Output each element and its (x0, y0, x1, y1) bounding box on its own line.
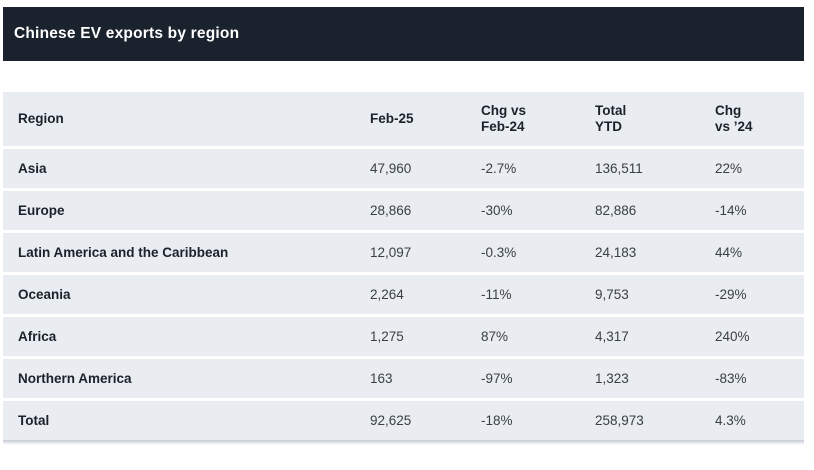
cell-chg-vs-feb24: -2.7% (481, 149, 595, 191)
table-row: Latin America and the Caribbean 12,097 -… (3, 233, 804, 275)
table-row: Oceania 2,264 -11% 9,753 -29% (3, 275, 804, 317)
cell-chg-vs-24: 4.3% (715, 401, 804, 441)
column-header-total-ytd: Total YTD (595, 92, 715, 149)
cell-chg-vs-feb24: -11% (481, 275, 595, 317)
cell-total-ytd: 136,511 (595, 149, 715, 191)
column-header-label: Total (595, 103, 627, 119)
cell-total-ytd: 258,973 (595, 401, 715, 441)
column-header-label: Chg vs (481, 103, 527, 119)
cell-region: Northern America (3, 359, 370, 401)
cell-chg-vs-feb24: -97% (481, 359, 595, 401)
table-bottom-shadow (3, 441, 804, 445)
cell-total-ytd: 9,753 (595, 275, 715, 317)
cell-feb25: 1,275 (370, 317, 481, 359)
ev-exports-table: Region Feb-25 Chg vs Feb-24 Total YTD Chg v… (3, 92, 804, 441)
table-row: Asia 47,960 -2.7% 136,511 22% (3, 149, 804, 191)
cell-chg-vs-24: 22% (715, 149, 804, 191)
cell-chg-vs-feb24: 87% (481, 317, 595, 359)
table-header-row: Region Feb-25 Chg vs Feb-24 Total YTD Chg v… (3, 92, 804, 149)
column-header-chg-vs-24: Chg vs ’24 (715, 92, 804, 149)
cell-chg-vs-feb24: -18% (481, 401, 595, 441)
cell-region: Latin America and the Caribbean (3, 233, 370, 275)
cell-chg-vs-24: 240% (715, 317, 804, 359)
cell-feb25: 2,264 (370, 275, 481, 317)
cell-chg-vs-feb24: -30% (481, 191, 595, 233)
report-title: Chinese EV exports by region (14, 25, 240, 42)
cell-feb25: 12,097 (370, 233, 481, 275)
table-row: Northern America 163 -97% 1,323 -83% (3, 359, 804, 401)
cell-feb25: 163 (370, 359, 481, 401)
table-row: Africa 1,275 87% 4,317 240% (3, 317, 804, 359)
column-header-region: Region (3, 92, 370, 149)
column-header-label: Feb-24 (481, 119, 525, 134)
column-header-label: Feb-25 (370, 111, 414, 127)
cell-chg-vs-24: -29% (715, 275, 804, 317)
table-row: Europe 28,866 -30% 82,886 -14% (3, 191, 804, 233)
column-header-label: vs ’24 (715, 119, 753, 134)
cell-chg-vs-24: 44% (715, 233, 804, 275)
cell-total-ytd: 4,317 (595, 317, 715, 359)
title-bar: Chinese EV exports by region (3, 7, 804, 61)
column-header-label: YTD (595, 119, 622, 134)
cell-total-ytd: 1,323 (595, 359, 715, 401)
cell-chg-vs-24: -14% (715, 191, 804, 233)
cell-chg-vs-feb24: -0.3% (481, 233, 595, 275)
column-header-label: Chg (715, 103, 742, 119)
cell-total-ytd: 82,886 (595, 191, 715, 233)
cell-total-ytd: 24,183 (595, 233, 715, 275)
cell-region: Total (3, 401, 370, 441)
cell-region: Africa (3, 317, 370, 359)
column-header-chg-vs-feb24: Chg vs Feb-24 (481, 92, 595, 149)
cell-feb25: 92,625 (370, 401, 481, 441)
table-row-total: Total 92,625 -18% 258,973 4.3% (3, 401, 804, 441)
cell-region: Oceania (3, 275, 370, 317)
cell-chg-vs-24: -83% (715, 359, 804, 401)
cell-feb25: 47,960 (370, 149, 481, 191)
cell-region: Asia (3, 149, 370, 191)
cell-feb25: 28,866 (370, 191, 481, 233)
report-card: Chinese EV exports by region Region Feb-… (3, 7, 804, 445)
column-header-label: Region (18, 111, 64, 127)
cell-region: Europe (3, 191, 370, 233)
column-header-feb25: Feb-25 (370, 92, 481, 149)
